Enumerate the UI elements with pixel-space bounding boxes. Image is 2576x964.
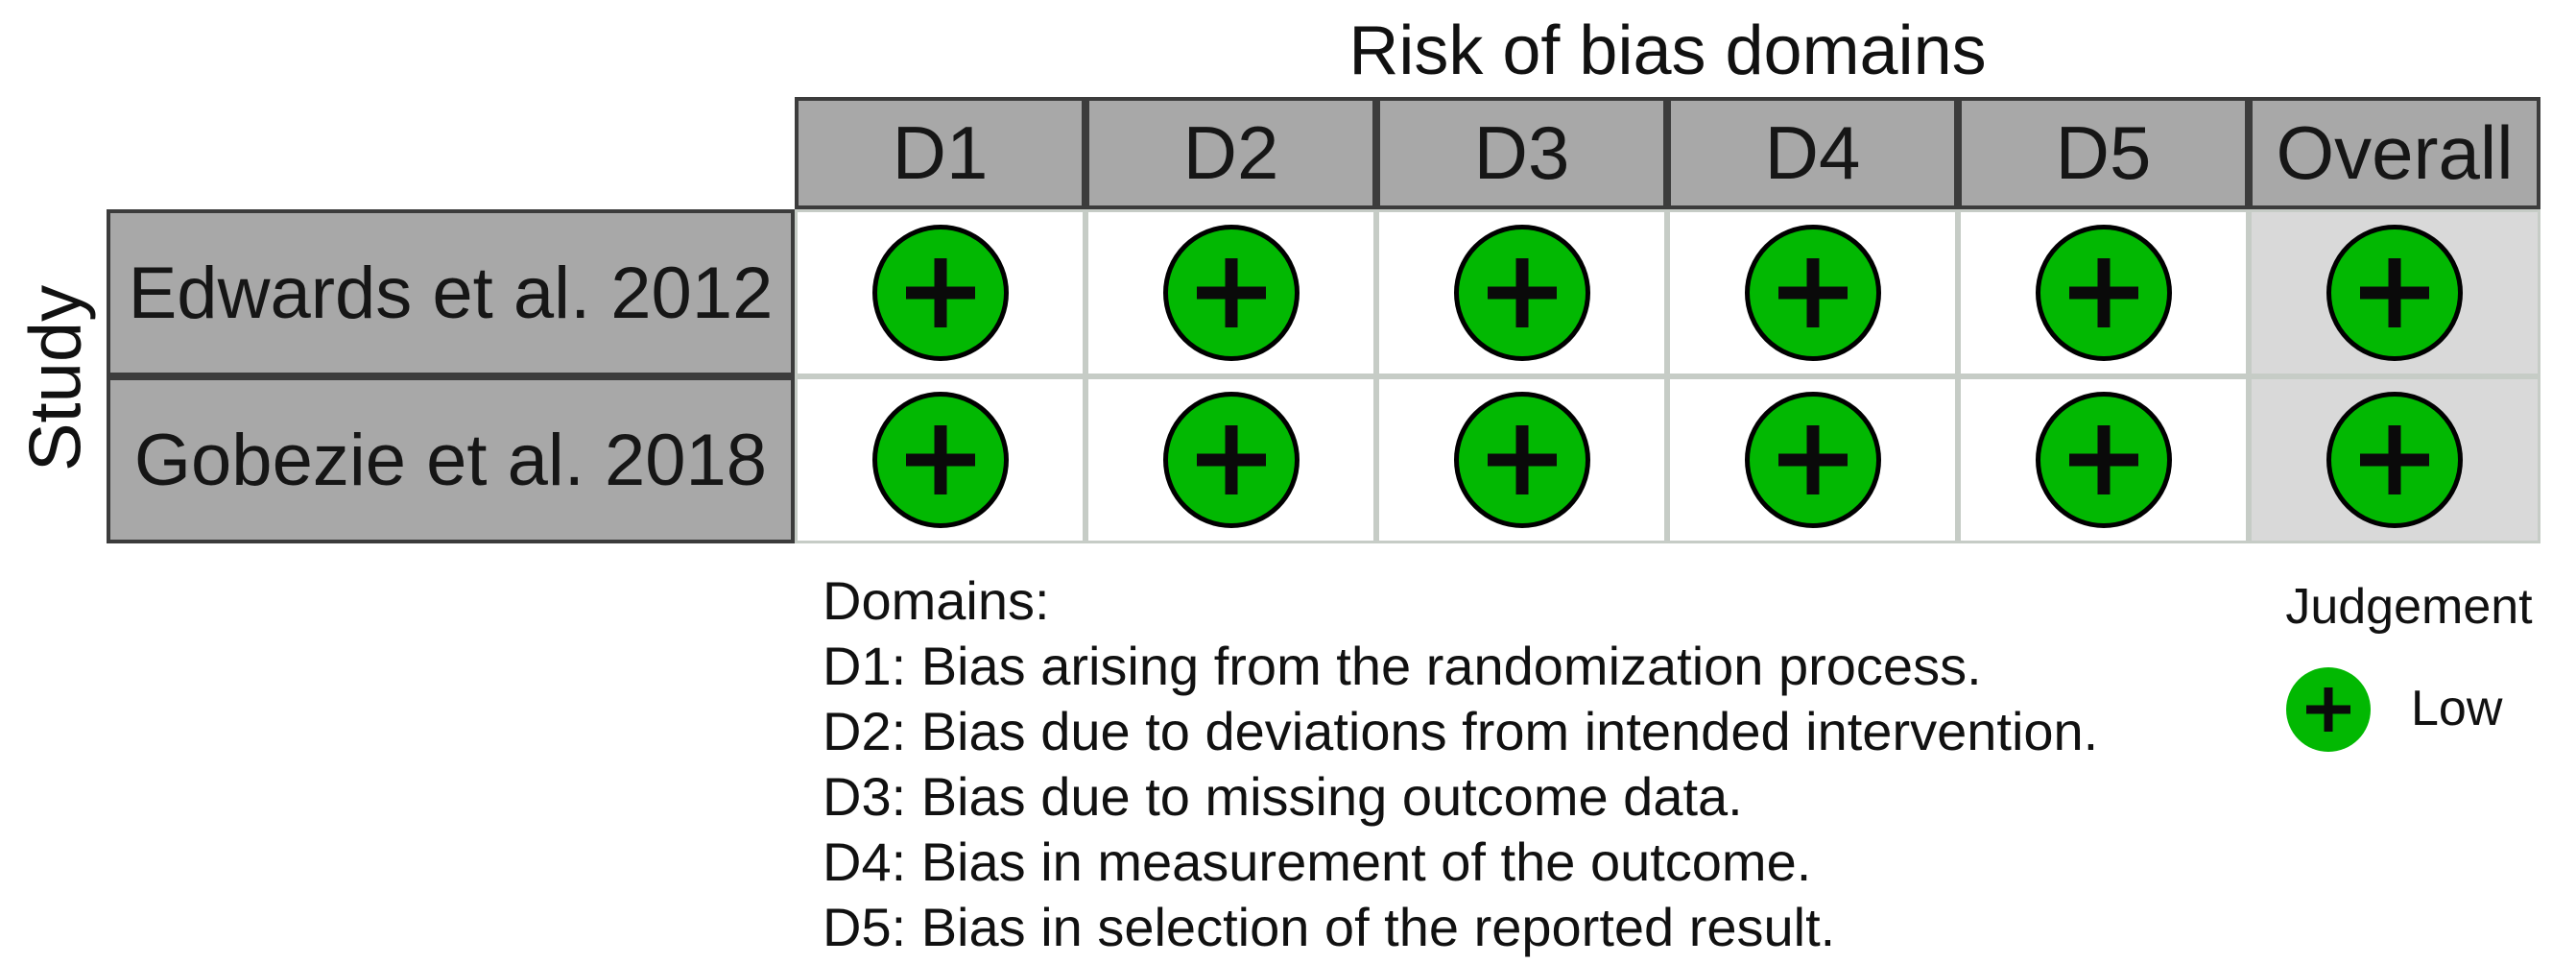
low-risk-plus-icon	[1162, 392, 1300, 528]
y-axis-label-study: Study	[14, 284, 97, 472]
judgement-cell-r2-d3	[1376, 376, 1667, 543]
domains-key-line-d4: D4: Bias in measurement of the outcome.	[823, 831, 1812, 892]
legend-low-risk-plus-icon	[2286, 667, 2371, 752]
column-header-d2: D2	[1085, 97, 1376, 209]
legend-item-label-low: Low	[2411, 681, 2503, 736]
legend-title: Judgement	[2285, 579, 2533, 635]
domains-key-line-d3: D3: Bias due to missing outcome data.	[823, 766, 1743, 827]
judgement-cell-r1-d1	[795, 209, 1085, 376]
domains-key-heading: Domains:	[823, 570, 1050, 631]
domains-key: Domains: D1: Bias arising from the rando…	[823, 568, 2098, 960]
domains-key-line-d2: D2: Bias due to deviations from intended…	[823, 701, 2099, 761]
low-risk-plus-icon	[2035, 225, 2172, 361]
judgement-cell-r2-d2	[1085, 376, 1376, 543]
judgement-cell-r1-d4	[1667, 209, 1958, 376]
column-header-d4: D4	[1667, 97, 1958, 209]
low-risk-plus-icon	[2326, 225, 2463, 361]
judgement-cell-r1-d5	[1958, 209, 2249, 376]
judgement-cell-r2-d1	[795, 376, 1085, 543]
judgement-cell-r2-d4	[1667, 376, 1958, 543]
low-risk-plus-icon	[2326, 392, 2463, 528]
low-risk-plus-icon	[871, 225, 1009, 361]
column-header-d3: D3	[1376, 97, 1667, 209]
judgement-cell-r1-overall	[2249, 209, 2540, 376]
judgement-cell-r2-d5	[1958, 376, 2249, 543]
low-risk-plus-icon	[2035, 392, 2172, 528]
column-header-d1: D1	[795, 97, 1085, 209]
low-risk-plus-icon	[871, 392, 1009, 528]
risk-of-bias-table: D1 D2 D3 D4 D5 Overall Edwards et al. 20…	[107, 97, 2540, 543]
domains-key-line-d1: D1: Bias arising from the randomization …	[823, 636, 1982, 696]
column-header-d5: D5	[1958, 97, 2249, 209]
judgement-cell-r2-overall	[2249, 376, 2540, 543]
low-risk-plus-icon	[1744, 225, 1881, 361]
study-label-gobezie-2018: Gobezie et al. 2018	[107, 376, 795, 543]
domains-key-line-d5: D5: Bias in selection of the reported re…	[823, 897, 1836, 957]
judgement-cell-r1-d3	[1376, 209, 1667, 376]
study-label-edwards-2012: Edwards et al. 2012	[107, 209, 795, 376]
low-risk-plus-icon	[1744, 392, 1881, 528]
low-risk-plus-icon	[1162, 225, 1300, 361]
table-corner-spacer	[107, 97, 795, 209]
judgement-cell-r1-d2	[1085, 209, 1376, 376]
figure-title: Risk of bias domains	[1348, 12, 1987, 89]
low-risk-plus-icon	[1453, 392, 1590, 528]
column-header-overall: Overall	[2249, 97, 2540, 209]
low-risk-plus-icon	[1453, 225, 1590, 361]
